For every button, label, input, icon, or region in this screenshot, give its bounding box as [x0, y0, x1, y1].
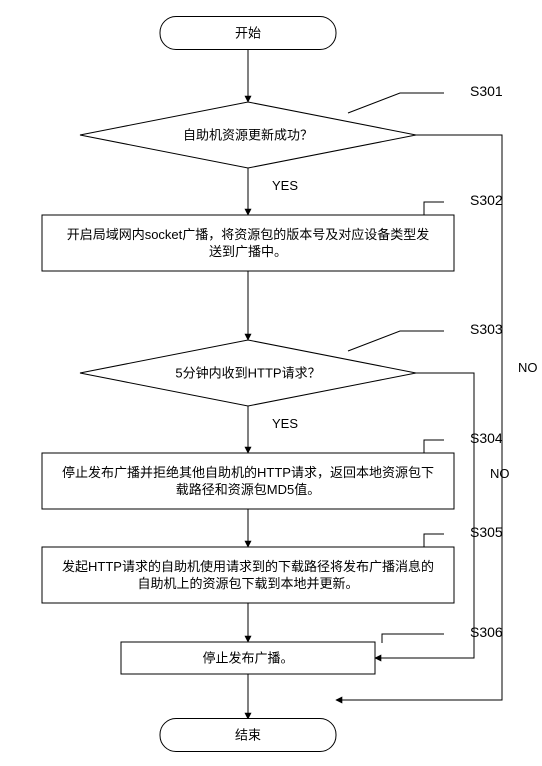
edge-label: YES [272, 178, 298, 193]
step-label: S304 [470, 430, 503, 446]
svg-text:送到广播中。: 送到广播中。 [209, 244, 287, 259]
step-label: S302 [470, 192, 503, 208]
step-label: S303 [470, 321, 503, 337]
svg-text:开启局域网内socket广播，将资源包的版本号及对应设备类型: 开启局域网内socket广播，将资源包的版本号及对应设备类型发 [67, 227, 430, 242]
node-s304: 停止发布广播并拒绝其他自助机的HTTP请求，返回本地资源包下载路径和资源包MD5… [42, 453, 454, 509]
step-label: S301 [470, 83, 503, 99]
svg-text:5分钟内收到HTTP请求？: 5分钟内收到HTTP请求？ [175, 365, 320, 380]
svg-text:发起HTTP请求的自助机使用请求到的下载路径将发布广播消息的: 发起HTTP请求的自助机使用请求到的下载路径将发布广播消息的 [62, 559, 434, 574]
node-s302: 开启局域网内socket广播，将资源包的版本号及对应设备类型发送到广播中。 [42, 215, 454, 271]
svg-text:结束: 结束 [235, 727, 261, 742]
step-label: S306 [470, 624, 503, 640]
node-end: 结束 [160, 719, 336, 752]
svg-text:自助机资源更新成功？: 自助机资源更新成功？ [183, 127, 313, 142]
node-s305: 发起HTTP请求的自助机使用请求到的下载路径将发布广播消息的自助机上的资源包下载… [42, 547, 454, 603]
svg-text:开始: 开始 [235, 25, 261, 40]
node-s306: 停止发布广播。 [121, 642, 375, 674]
edge-label: YES [272, 416, 298, 431]
edge-label: NO [490, 466, 510, 481]
step-label: S305 [470, 524, 503, 540]
svg-text:停止发布广播并拒绝其他自助机的HTTP请求，返回本地资源包下: 停止发布广播并拒绝其他自助机的HTTP请求，返回本地资源包下 [62, 465, 434, 480]
svg-text:停止发布广播。: 停止发布广播。 [202, 650, 293, 665]
edge-label: NO [518, 360, 538, 375]
node-start: 开始 [160, 17, 336, 50]
svg-text:载路径和资源包MD5值。: 载路径和资源包MD5值。 [176, 482, 320, 497]
svg-text:自助机上的资源包下载到本地并更新。: 自助机上的资源包下载到本地并更新。 [137, 576, 358, 591]
